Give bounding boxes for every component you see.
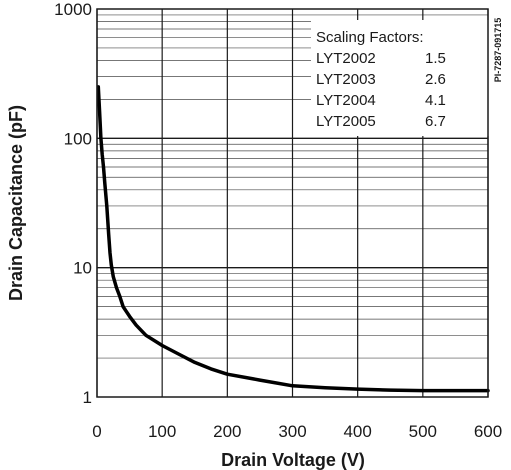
figure-id-label: PI-7287-091715 (493, 18, 503, 83)
x-tick-label: 600 (474, 422, 502, 441)
x-axis-title: Drain Voltage (V) (221, 450, 365, 470)
legend-part-lyt2003: LYT2003 (316, 71, 376, 88)
y-tick-label: 100 (64, 129, 92, 148)
plot-area-border (96, 8, 489, 398)
legend-factor-lyt2004: 4.1 (425, 92, 446, 109)
y-tick-label: 10 (73, 259, 92, 278)
legend-factor-lyt2005: 6.7 (425, 113, 446, 130)
y-axis-title: Drain Capacitance (pF) (6, 105, 26, 301)
legend-factor-lyt2003: 2.6 (425, 71, 446, 88)
x-tick-label: 0 (92, 422, 101, 441)
y-axis-tick-labels: 1 10 100 1000 (54, 0, 92, 407)
legend-part-lyt2004: LYT2004 (316, 92, 376, 109)
drain-capacitance-curve (96, 85, 490, 393)
legend: Scaling Factors: LYT2002 1.5 LYT2003 2.6… (316, 29, 446, 130)
legend-factor-lyt2002: 1.5 (425, 50, 446, 67)
x-axis-tick-labels: 0 100 200 300 400 500 600 (92, 422, 502, 441)
legend-part-lyt2002: LYT2002 (316, 50, 376, 67)
legend-background (311, 20, 491, 136)
legend-part-lyt2005: LYT2005 (316, 113, 376, 130)
x-tick-label: 500 (409, 422, 437, 441)
y-tick-label: 1 (83, 388, 92, 407)
x-tick-label: 100 (148, 422, 176, 441)
legend-title: Scaling Factors: (316, 29, 424, 46)
x-tick-label: 300 (278, 422, 306, 441)
x-tick-label: 400 (343, 422, 371, 441)
y-tick-label: 1000 (54, 0, 92, 19)
x-tick-label: 200 (213, 422, 241, 441)
